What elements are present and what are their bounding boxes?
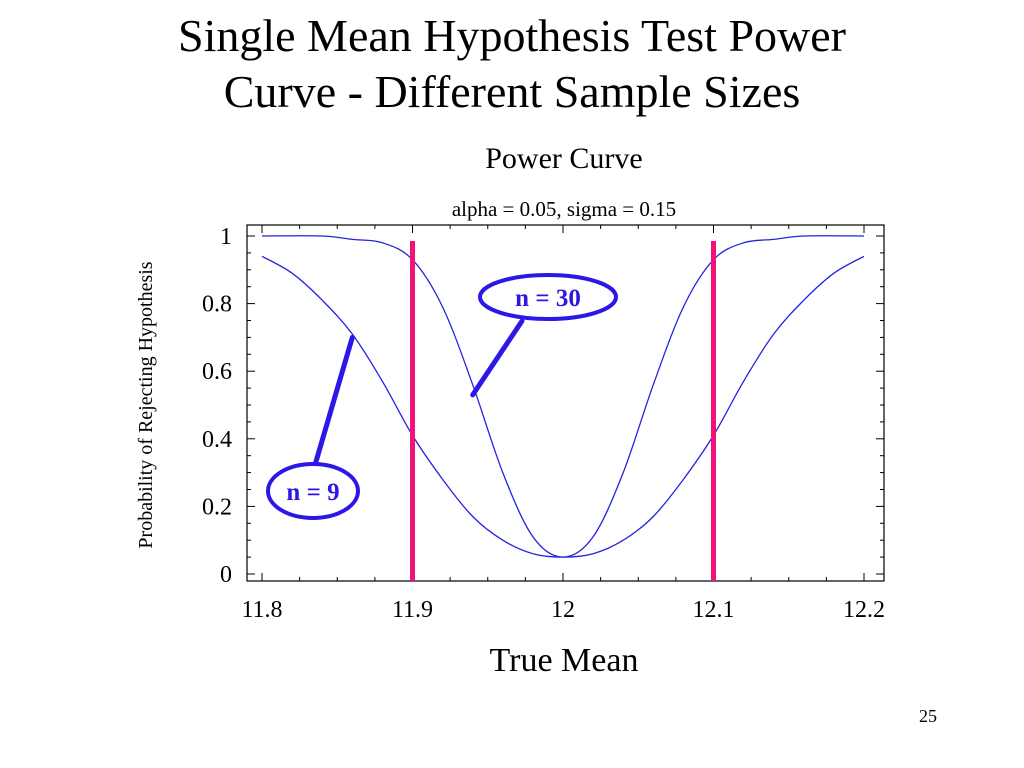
annotation-leader-line [312, 334, 355, 468]
power-curve-chart: Power Curve alpha = 0.05, sigma = 0.15 T… [135, 142, 885, 679]
y-tick-label: 1 [220, 224, 232, 250]
chart-title: Power Curve [485, 142, 642, 175]
annotation-oval [266, 462, 360, 520]
plot-frame [246, 224, 885, 582]
reference-lines [410, 241, 716, 581]
x-tick-label: 11.8 [241, 597, 282, 623]
series-lines [261, 235, 865, 558]
x-tick-label: 11.9 [392, 597, 433, 623]
y-tick-label: 0.6 [202, 359, 232, 385]
y-tick-label: 0.4 [202, 427, 232, 453]
slide-number: 25 [919, 706, 937, 726]
chart-subtitle: alpha = 0.05, sigma = 0.15 [452, 197, 676, 221]
x-tick-label: 12.1 [693, 597, 735, 623]
annotation-label: n = 30 [515, 285, 581, 312]
y-tick-label: 0.2 [202, 494, 232, 520]
axis-ticks [247, 225, 884, 581]
x-tick-label: 12.2 [843, 597, 885, 623]
x-axis-label: True Mean [490, 642, 639, 679]
slide-title-line-2: Curve - Different Sample Sizes [223, 66, 801, 117]
y-tick-label: 0.8 [202, 292, 232, 318]
series-line-n30 [261, 235, 865, 558]
slide-title: Single Mean Hypothesis Test Power Curve … [0, 8, 1024, 120]
annotation-leader-line [470, 318, 525, 398]
slide-title-line-1: Single Mean Hypothesis Test Power [178, 10, 846, 61]
axis-tick-labels: 11.8 11.9 12 12.1 12.2 0 0.2 0.4 0.6 0.8 1 [202, 224, 885, 623]
annotations: n = 9 n = 30 [266, 273, 618, 520]
annotation-label: n = 9 [286, 479, 339, 506]
annotation-oval [478, 273, 618, 321]
y-axis-label: Probability of Rejecting Hypothesis [135, 261, 157, 548]
y-tick-label: 0 [220, 562, 232, 588]
x-tick-label: 12 [551, 597, 575, 623]
